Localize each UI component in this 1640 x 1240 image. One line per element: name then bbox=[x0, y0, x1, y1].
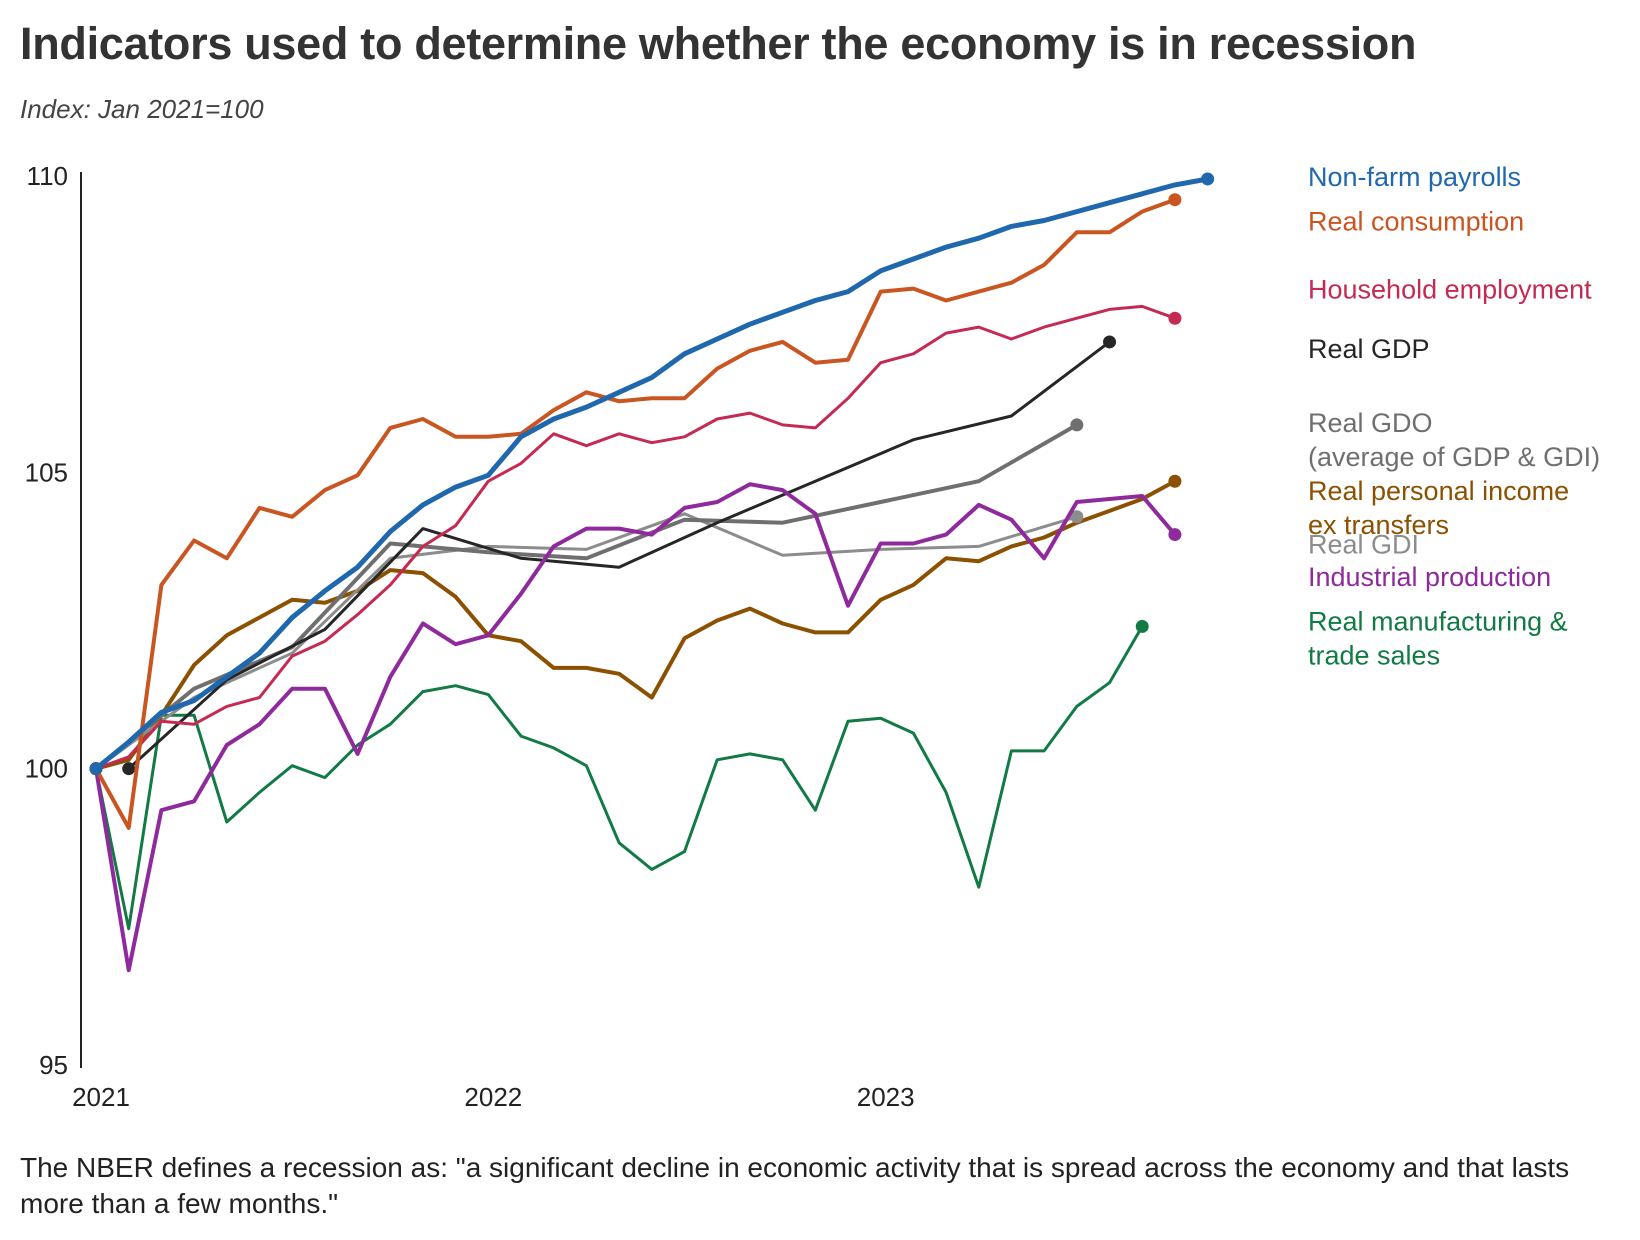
series-start-point bbox=[122, 762, 136, 776]
series-end-point bbox=[1168, 474, 1182, 488]
chart-footnote: The NBER defines a recession as: "a sign… bbox=[20, 1152, 1570, 1219]
series-end-point bbox=[1070, 418, 1084, 432]
series-end-point bbox=[1168, 528, 1182, 542]
y-tick-label: 110 bbox=[27, 161, 68, 191]
x-tick-label: 2022 bbox=[464, 1082, 522, 1112]
series-label-real-personal-income-ex-transfers: ex transfers bbox=[1308, 510, 1449, 540]
series-end-point bbox=[1201, 172, 1215, 186]
chart-title: Indicators used to determine whether the… bbox=[20, 18, 1417, 69]
series-label-real-gdo-average-of-gdp-gdi: Real GDO bbox=[1308, 408, 1433, 438]
chart-series-lines bbox=[89, 172, 1215, 973]
chart-subtitle: Index: Jan 2021=100 bbox=[20, 94, 264, 124]
series-end-point bbox=[1168, 193, 1182, 207]
series-line-real-gdi bbox=[94, 512, 1079, 771]
series-label-industrial-production: Industrial production bbox=[1308, 562, 1551, 592]
series-line-industrial-production bbox=[94, 482, 1177, 973]
series-label-real-personal-income-ex-transfers: Real personal income bbox=[1308, 476, 1569, 506]
x-tick-label: 2023 bbox=[857, 1082, 915, 1112]
series-end-point bbox=[1070, 510, 1084, 524]
series-line-real-gdp bbox=[127, 340, 1111, 771]
series-line-real-manufacturing-trade-sales bbox=[94, 624, 1144, 931]
x-tick-label: 2021 bbox=[72, 1082, 130, 1112]
series-label-non-farm-payrolls: Non-farm payrolls bbox=[1308, 162, 1521, 192]
y-tick-label: 100 bbox=[25, 754, 68, 784]
series-label-real-manufacturing-trade-sales: trade sales bbox=[1308, 641, 1440, 671]
series-line-non-farm-payrolls bbox=[93, 176, 1211, 772]
series-label-real-gdi: Real GDI bbox=[1308, 529, 1419, 559]
series-label-real-consumption: Real consumption bbox=[1308, 206, 1524, 236]
chart-series-labels: Real manufacturing & trade sales Real pers… bbox=[1308, 162, 1600, 671]
series-end-point bbox=[1168, 311, 1182, 325]
series-end-point bbox=[1135, 619, 1149, 633]
series-start-point bbox=[89, 762, 103, 776]
y-tick-label: 95 bbox=[39, 1050, 68, 1080]
series-label-real-gdp: Real GDP bbox=[1308, 334, 1430, 364]
y-tick-label: 105 bbox=[25, 457, 68, 487]
series-line-household-employment bbox=[94, 304, 1177, 771]
series-line-real-consumption bbox=[94, 197, 1177, 830]
chart-axes: 95 100 105 110 2021 2022 2023 bbox=[25, 161, 915, 1112]
series-label-real-manufacturing-trade-sales: Real manufacturing & bbox=[1308, 607, 1568, 637]
series-label-household-employment: Household employment bbox=[1308, 275, 1592, 305]
series-label-real-gdo-average-of-gdp-gdi: (average of GDP & GDI) bbox=[1308, 442, 1600, 472]
series-end-point bbox=[1103, 335, 1117, 349]
series-line-real-personal-income-ex-transfers bbox=[94, 479, 1177, 771]
series-line-real-gdo-average-of-gdp-gdi bbox=[94, 422, 1079, 771]
line-chart: 95 100 105 110 2021 2022 2023 Real manufacturi… bbox=[25, 161, 1601, 1112]
